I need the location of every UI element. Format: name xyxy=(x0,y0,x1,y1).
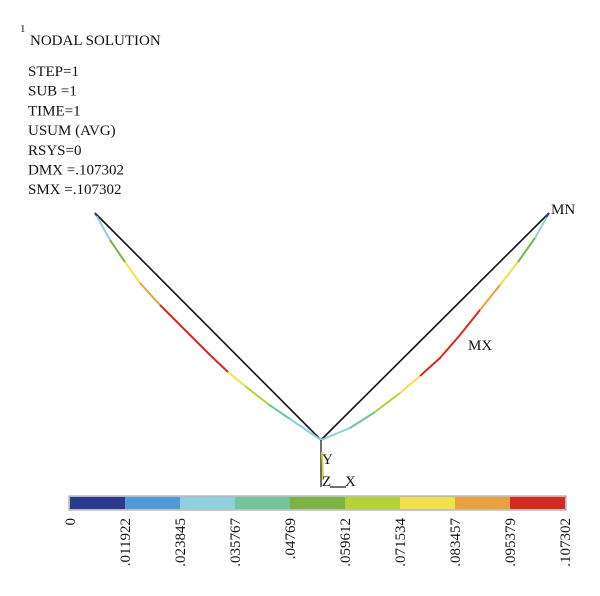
max-label: MX xyxy=(468,338,492,354)
legend-label: .059612 xyxy=(338,518,354,567)
info-line: TIME=1 xyxy=(28,103,81,119)
plot-title: NODAL SOLUTION xyxy=(30,33,161,49)
legend-band xyxy=(180,497,235,509)
legend-band xyxy=(125,497,180,509)
legend-band xyxy=(400,497,455,509)
min-label: MN xyxy=(551,202,575,218)
info-line: SMX =.107302 xyxy=(28,182,121,198)
legend-label: .011922 xyxy=(118,518,134,566)
legend-label: .071534 xyxy=(393,518,409,567)
legend-label: .04769 xyxy=(283,518,299,559)
legend-band xyxy=(235,497,290,509)
deformed-left xyxy=(94,212,322,441)
legend-band xyxy=(345,497,400,509)
min-node xyxy=(545,212,550,218)
triad-z: Z xyxy=(322,474,331,490)
triad-y: Y xyxy=(322,452,333,468)
info-line: STEP=1 xyxy=(28,64,79,80)
deformed-right xyxy=(320,212,550,441)
legend-label: .083457 xyxy=(448,518,464,567)
legend: 0 .011922 .023845 .035767 .04769 .059612 .0715… xyxy=(63,495,574,567)
info-line: SUB =1 xyxy=(28,84,77,100)
info-line: RSYS=0 xyxy=(28,143,81,159)
min-node xyxy=(94,212,98,217)
legend-label: .023845 xyxy=(173,518,189,567)
legend-band xyxy=(290,497,345,509)
legend-band xyxy=(70,497,125,509)
info-block: STEP=1 SUB =1 TIME=1 USUM (AVG) RSYS=0 DMX =.… xyxy=(28,64,124,198)
info-line: DMX =.107302 xyxy=(28,163,124,179)
legend-label: .107302 xyxy=(558,518,574,567)
legend-band xyxy=(455,497,510,509)
window-number: 1 xyxy=(20,23,26,35)
legend-label: .095379 xyxy=(503,518,519,567)
legend-band xyxy=(510,497,565,509)
info-line: USUM (AVG) xyxy=(28,123,116,139)
legend-label: .035767 xyxy=(228,518,244,567)
legend-label: 0 xyxy=(63,518,79,526)
undeformed-shape xyxy=(94,212,550,442)
triad-x: X xyxy=(345,474,356,490)
triad-marker xyxy=(321,451,324,481)
